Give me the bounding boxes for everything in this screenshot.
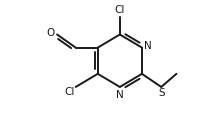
Text: N: N <box>144 41 152 51</box>
Text: N: N <box>116 90 124 99</box>
Text: Cl: Cl <box>115 5 125 15</box>
Text: O: O <box>46 28 54 38</box>
Text: Cl: Cl <box>64 87 75 97</box>
Text: S: S <box>158 88 165 98</box>
